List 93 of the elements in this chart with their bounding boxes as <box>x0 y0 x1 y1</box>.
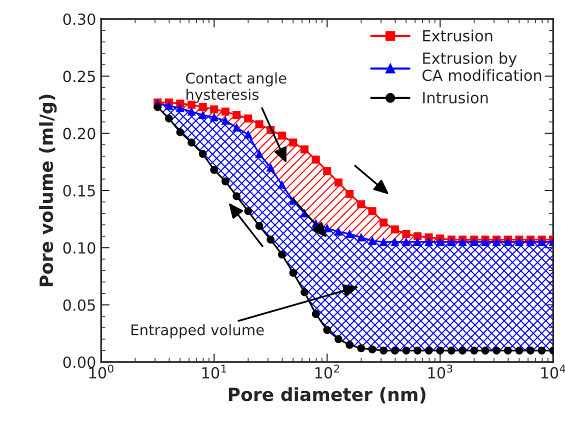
point <box>402 230 410 238</box>
point <box>221 177 230 186</box>
legend-label: Extrusion <box>423 30 492 42</box>
point <box>334 228 342 236</box>
y-tick-label: 0.00 <box>63 356 96 368</box>
point <box>221 108 230 116</box>
point <box>436 238 444 246</box>
point <box>266 164 275 172</box>
x-tick-label: 10$^{4}$ <box>541 364 565 379</box>
point <box>346 190 354 198</box>
point <box>357 233 366 242</box>
point <box>244 130 252 138</box>
point <box>414 238 422 246</box>
y-tick-label: 0.25 <box>63 70 95 82</box>
point <box>164 102 173 110</box>
point <box>368 236 376 245</box>
point <box>278 180 286 189</box>
point <box>357 344 366 352</box>
point <box>368 345 376 354</box>
x-tick-label: 10$^{1}$ <box>202 364 226 379</box>
x-tick-label: 10$^{3}$ <box>428 364 452 379</box>
point <box>334 335 342 344</box>
point <box>198 150 207 158</box>
point <box>346 230 354 238</box>
point <box>458 346 467 355</box>
point <box>323 326 332 334</box>
point <box>188 138 196 146</box>
point <box>300 288 309 296</box>
point <box>380 238 388 246</box>
point <box>390 225 399 234</box>
point <box>470 346 478 355</box>
point <box>538 346 546 355</box>
point <box>210 105 218 114</box>
point <box>198 111 207 120</box>
point <box>402 346 410 355</box>
point <box>380 346 388 355</box>
annotation: Contact angle hysteresis <box>186 72 286 103</box>
point <box>278 250 286 259</box>
point <box>504 346 512 355</box>
point <box>278 132 286 140</box>
point <box>289 138 298 146</box>
x-axis-title: Pore diameter (nm) <box>228 387 426 404</box>
point <box>424 346 433 355</box>
point <box>300 145 309 154</box>
point <box>346 340 354 349</box>
point <box>232 124 241 132</box>
y-axis-title: Pore volume (ml/g) <box>39 94 57 286</box>
point <box>424 238 433 246</box>
point <box>380 218 388 227</box>
point <box>255 222 264 230</box>
point <box>266 236 275 244</box>
annotation: Entrapped volume <box>131 324 264 338</box>
point <box>255 120 264 128</box>
point <box>188 108 196 116</box>
point <box>492 346 501 355</box>
legend-label: Extrusion by CA modification <box>422 52 542 82</box>
point <box>515 346 524 355</box>
point <box>198 103 207 112</box>
point <box>481 346 490 355</box>
point <box>526 346 535 355</box>
point <box>210 113 218 122</box>
point <box>312 310 320 318</box>
y-tick-label: 0.15 <box>63 184 95 197</box>
point <box>255 150 264 158</box>
point <box>357 200 366 208</box>
point <box>390 346 399 355</box>
y-tick-label: 0.30 <box>63 13 96 26</box>
point <box>210 166 218 174</box>
point <box>154 103 162 112</box>
point <box>402 238 410 246</box>
point <box>164 114 173 122</box>
point <box>436 346 444 355</box>
point <box>414 346 422 355</box>
point <box>244 114 252 122</box>
point <box>312 156 320 164</box>
point <box>390 238 399 246</box>
x-tick-label: 10$^{2}$ <box>315 364 340 379</box>
point <box>334 178 342 186</box>
y-tick-label: 0.10 <box>63 242 96 254</box>
point <box>232 192 241 200</box>
point <box>176 128 184 136</box>
point <box>414 232 422 240</box>
y-tick-label: 0.05 <box>63 299 95 311</box>
point <box>289 268 298 277</box>
y-tick-label: 0.20 <box>63 128 96 140</box>
point <box>447 346 456 355</box>
point <box>323 167 332 176</box>
point <box>176 104 184 112</box>
legend-label: Intrusion <box>423 92 488 104</box>
point <box>244 207 252 216</box>
point <box>232 111 241 120</box>
point <box>221 116 230 125</box>
point <box>368 207 376 216</box>
